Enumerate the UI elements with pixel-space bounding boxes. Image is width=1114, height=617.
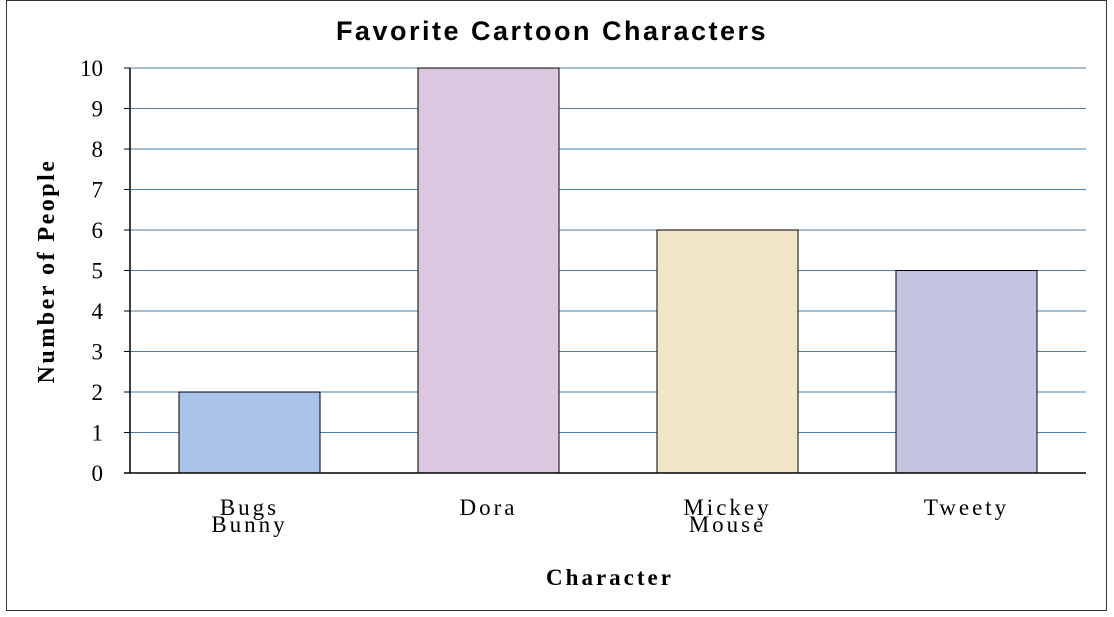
bar (417, 67, 560, 474)
y-tick-label: 9 (92, 97, 104, 122)
y-tick-label: 3 (92, 340, 104, 365)
y-tick-labels: 0 1 2 3 4 5 6 7 8 9 10 (80, 56, 104, 486)
y-axis-label: Number of People (34, 159, 60, 384)
x-tick-label: Bugs (220, 495, 279, 520)
x-axis-label: Character (546, 565, 674, 590)
y-tick-label: 8 (92, 137, 104, 162)
y-tick-label: 5 (92, 259, 104, 284)
x-tick-label: Mouse (689, 512, 767, 537)
y-tick-label: 6 (92, 218, 104, 243)
bar (178, 391, 321, 474)
x-tick-label: Bunny (211, 512, 287, 537)
x-tick-label: Mickey (683, 495, 771, 520)
bar (656, 229, 799, 474)
bar (895, 270, 1038, 474)
axes (124, 67, 1086, 474)
y-tick-label: 1 (92, 421, 104, 446)
x-tick-label: Dora (460, 495, 518, 520)
y-tick-label: 0 (92, 461, 104, 486)
y-tick-label: 4 (92, 299, 104, 324)
chart-title: Favorite Cartoon Characters (336, 16, 768, 46)
x-tick-label: Tweety (924, 495, 1009, 520)
y-tick-label: 7 (92, 178, 104, 203)
y-tick-label: 2 (92, 380, 104, 405)
y-tick-label: 10 (80, 56, 103, 81)
